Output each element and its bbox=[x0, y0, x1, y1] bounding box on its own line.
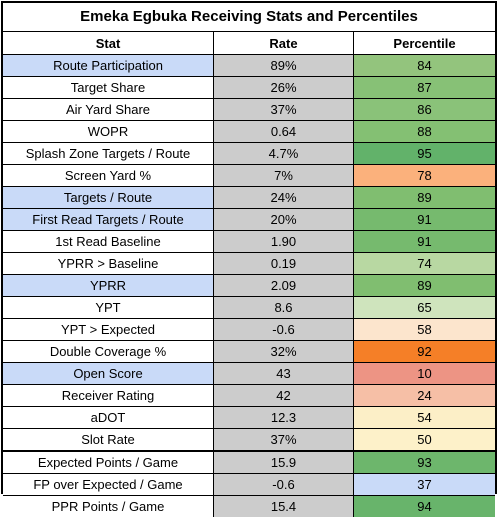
table-row: Screen Yard % 7% 78 bbox=[3, 165, 495, 187]
percentile-cell: 88 bbox=[354, 121, 495, 142]
stat-cell: Targets / Route bbox=[3, 187, 214, 208]
percentile-cell: 74 bbox=[354, 253, 495, 274]
rate-cell: 1.90 bbox=[214, 231, 354, 252]
percentile-cell: 37 bbox=[354, 474, 495, 495]
rate-cell: 32% bbox=[214, 341, 354, 362]
rate-cell: -0.6 bbox=[214, 474, 354, 495]
percentile-cell: 50 bbox=[354, 429, 495, 450]
rate-cell: 15.4 bbox=[214, 496, 354, 517]
rate-cell: 0.64 bbox=[214, 121, 354, 142]
rate-cell: 15.9 bbox=[214, 452, 354, 473]
table-row: YPRR 2.09 89 bbox=[3, 275, 495, 297]
table-row: aDOT 12.3 54 bbox=[3, 407, 495, 429]
percentile-cell: 86 bbox=[354, 99, 495, 120]
percentile-cell: 93 bbox=[354, 452, 495, 473]
stat-cell: Screen Yard % bbox=[3, 165, 214, 186]
table-row: Air Yard Share 37% 86 bbox=[3, 99, 495, 121]
percentile-cell: 78 bbox=[354, 165, 495, 186]
table-row: First Read Targets / Route 20% 91 bbox=[3, 209, 495, 231]
stat-cell: Route Participation bbox=[3, 55, 214, 76]
percentile-cell: 58 bbox=[354, 319, 495, 340]
header-percentile: Percentile bbox=[393, 35, 456, 51]
stat-cell: YPT bbox=[3, 297, 214, 318]
stat-cell: YPRR bbox=[3, 275, 214, 296]
header-row: Stat Rate Percentile bbox=[3, 32, 495, 55]
table-row: Expected Points / Game 15.9 93 bbox=[3, 452, 495, 474]
rate-cell: 2.09 bbox=[214, 275, 354, 296]
table-row: YPT > Expected -0.6 58 bbox=[3, 319, 495, 341]
rate-cell: 89% bbox=[214, 55, 354, 76]
rate-cell: 4.7% bbox=[214, 143, 354, 164]
rate-cell: 37% bbox=[214, 99, 354, 120]
table-row: Splash Zone Targets / Route 4.7% 95 bbox=[3, 143, 495, 165]
stat-cell: Expected Points / Game bbox=[3, 452, 214, 473]
stat-cell: aDOT bbox=[3, 407, 214, 428]
table-row: PPR Points / Game 15.4 94 bbox=[3, 496, 495, 517]
table-row: Open Score 43 10 bbox=[3, 363, 495, 385]
percentile-cell: 91 bbox=[354, 231, 495, 252]
table-row: WOPR 0.64 88 bbox=[3, 121, 495, 143]
rate-cell: 0.19 bbox=[214, 253, 354, 274]
percentile-cell: 89 bbox=[354, 187, 495, 208]
percentile-cell: 95 bbox=[354, 143, 495, 164]
percentile-cell: 84 bbox=[354, 55, 495, 76]
stat-cell: Splash Zone Targets / Route bbox=[3, 143, 214, 164]
table-row: YPT 8.6 65 bbox=[3, 297, 495, 319]
stat-cell: PPR Points / Game bbox=[3, 496, 214, 517]
rate-cell: -0.6 bbox=[214, 319, 354, 340]
percentile-cell: 65 bbox=[354, 297, 495, 318]
table-title: Emeka Egbuka Receiving Stats and Percent… bbox=[3, 3, 495, 32]
rate-cell: 26% bbox=[214, 77, 354, 98]
rate-cell: 12.3 bbox=[214, 407, 354, 428]
table-row: Route Participation 89% 84 bbox=[3, 55, 495, 77]
stat-cell: 1st Read Baseline bbox=[3, 231, 214, 252]
stat-cell: YPRR > Baseline bbox=[3, 253, 214, 274]
percentile-cell: 24 bbox=[354, 385, 495, 406]
rate-cell: 42 bbox=[214, 385, 354, 406]
stat-cell: FP over Expected / Game bbox=[3, 474, 214, 495]
stat-cell: Target Share bbox=[3, 77, 214, 98]
stat-cell: Double Coverage % bbox=[3, 341, 214, 362]
stat-cell: WOPR bbox=[3, 121, 214, 142]
header-rate: Rate bbox=[214, 32, 354, 54]
stat-cell: Open Score bbox=[3, 363, 214, 384]
table-row: 1st Read Baseline 1.90 91 bbox=[3, 231, 495, 253]
percentile-cell: 10 bbox=[354, 363, 495, 384]
rate-cell: 37% bbox=[214, 429, 354, 450]
rate-cell: 20% bbox=[214, 209, 354, 230]
rate-cell: 43 bbox=[214, 363, 354, 384]
table-row: Receiver Rating 42 24 bbox=[3, 385, 495, 407]
table-row: YPRR > Baseline 0.19 74 bbox=[3, 253, 495, 275]
percentile-cell: 89 bbox=[354, 275, 495, 296]
table-row: FP over Expected / Game -0.6 37 bbox=[3, 474, 495, 496]
rate-cell: 8.6 bbox=[214, 297, 354, 318]
rate-cell: 7% bbox=[214, 165, 354, 186]
stat-cell: Air Yard Share bbox=[3, 99, 214, 120]
table-row: Slot Rate 37% 50 bbox=[3, 429, 495, 452]
stat-cell: Slot Rate bbox=[3, 429, 214, 450]
stat-cell: Receiver Rating bbox=[3, 385, 214, 406]
table-row: Targets / Route 24% 89 bbox=[3, 187, 495, 209]
percentile-cell: 54 bbox=[354, 407, 495, 428]
table-row: Double Coverage % 32% 92 bbox=[3, 341, 495, 363]
stat-cell: YPT > Expected bbox=[3, 319, 214, 340]
table-row: Target Share 26% 87 bbox=[3, 77, 495, 99]
table-body: Stat Rate Percentile Route Participation… bbox=[3, 32, 495, 517]
stat-cell: First Read Targets / Route bbox=[3, 209, 214, 230]
header-stat: Stat bbox=[3, 32, 214, 54]
percentile-cell: 94 bbox=[354, 496, 495, 517]
percentile-cell: 91 bbox=[354, 209, 495, 230]
percentile-cell: 87 bbox=[354, 77, 495, 98]
percentile-cell: 92 bbox=[354, 341, 495, 362]
rate-cell: 24% bbox=[214, 187, 354, 208]
